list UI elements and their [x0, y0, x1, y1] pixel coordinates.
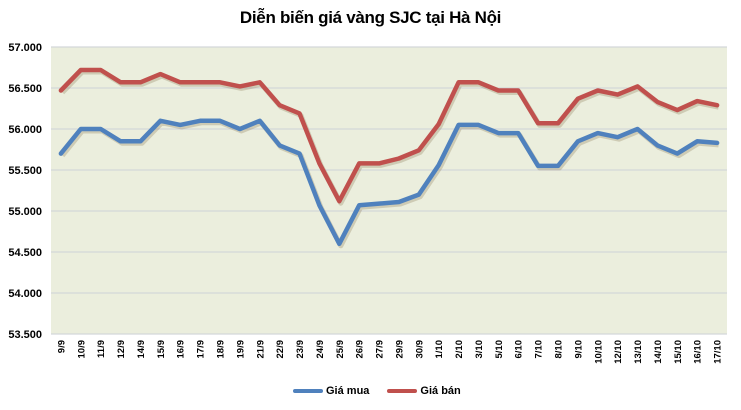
x-tick-label: 25/9: [335, 340, 346, 359]
x-tick-label: 16/10: [693, 340, 704, 364]
legend-swatch-blue: [293, 389, 323, 393]
y-tick-label: 53.500: [8, 329, 42, 341]
x-tick-label: 22/9: [275, 340, 286, 359]
x-tick-label: 30/9: [414, 340, 425, 359]
x-tick-label: 12/9: [116, 340, 127, 359]
x-tick-label: 10/9: [76, 340, 87, 359]
x-tick-label: 3/10: [474, 340, 485, 359]
legend: Giá mua Giá bán: [293, 385, 461, 397]
x-tick-label: 6/10: [514, 340, 525, 359]
y-tick-label: 55.000: [8, 206, 42, 218]
series-lines: [58, 67, 720, 249]
legend-item-gia-mua: Giá mua: [293, 385, 369, 397]
legend-item-gia-ban: Giá bán: [387, 385, 461, 397]
y-axis: 53.500 54.000 54.500 55.000 55.500 56.000 56.5…: [8, 42, 42, 341]
x-tick-label: 21/9: [255, 340, 266, 359]
x-tick-label: 18/9: [216, 340, 227, 359]
x-tick-label: 29/9: [394, 340, 405, 359]
y-tick-label: 56.500: [8, 83, 42, 95]
x-tick-label: 8/10: [554, 340, 565, 359]
x-tick-label: 27/9: [375, 340, 386, 359]
x-tick-label: 7/10: [534, 340, 545, 359]
x-tick-label: 5/10: [494, 340, 505, 359]
x-tick-label: 11/9: [96, 340, 107, 358]
x-axis: 9/9 10/9 11/9 12/9 14/9 15/9 16/9 17/9 18/9 19/9 2…: [56, 340, 723, 364]
x-tick-label: 9/9: [56, 340, 67, 353]
x-tick-label: 12/10: [613, 340, 624, 364]
y-tick-label: 56.000: [8, 124, 42, 136]
x-tick-label: 14/9: [136, 340, 147, 359]
series-line-gia-ban: [58, 67, 720, 204]
y-tick-label: 55.500: [8, 165, 42, 177]
x-tick-label: 17/9: [196, 340, 207, 359]
legend-swatch-red: [387, 389, 418, 393]
gridlines: [51, 46, 727, 335]
y-tick-label: 54.500: [8, 247, 42, 259]
x-tick-label: 9/10: [573, 340, 584, 359]
series-line-gia-mua: [58, 118, 720, 247]
x-tick-label: 23/9: [295, 340, 306, 359]
legend-label: Giá mua: [326, 385, 370, 397]
x-tick-label: 17/10: [713, 340, 724, 364]
x-tick-label: 1/10: [434, 340, 445, 359]
x-tick-label: 16/9: [176, 340, 187, 359]
x-tick-label: 26/9: [355, 340, 366, 359]
x-tick-label: 24/9: [315, 340, 326, 359]
x-tick-label: 19/9: [235, 340, 246, 359]
x-tick-label: 10/10: [593, 340, 604, 364]
y-tick-label: 54.000: [8, 288, 42, 300]
legend-label: Giá bán: [420, 385, 461, 397]
x-tick-label: 15/10: [673, 340, 684, 364]
x-tick-label: 15/9: [156, 340, 167, 359]
chart-title: Diễn biến giá vàng SJC tại Hà Nội: [239, 8, 502, 27]
y-tick-label: 57.000: [8, 42, 42, 54]
x-tick-label: 14/10: [653, 340, 664, 364]
x-tick-label: 2/10: [454, 340, 465, 359]
x-tick-label: 13/10: [633, 340, 644, 364]
